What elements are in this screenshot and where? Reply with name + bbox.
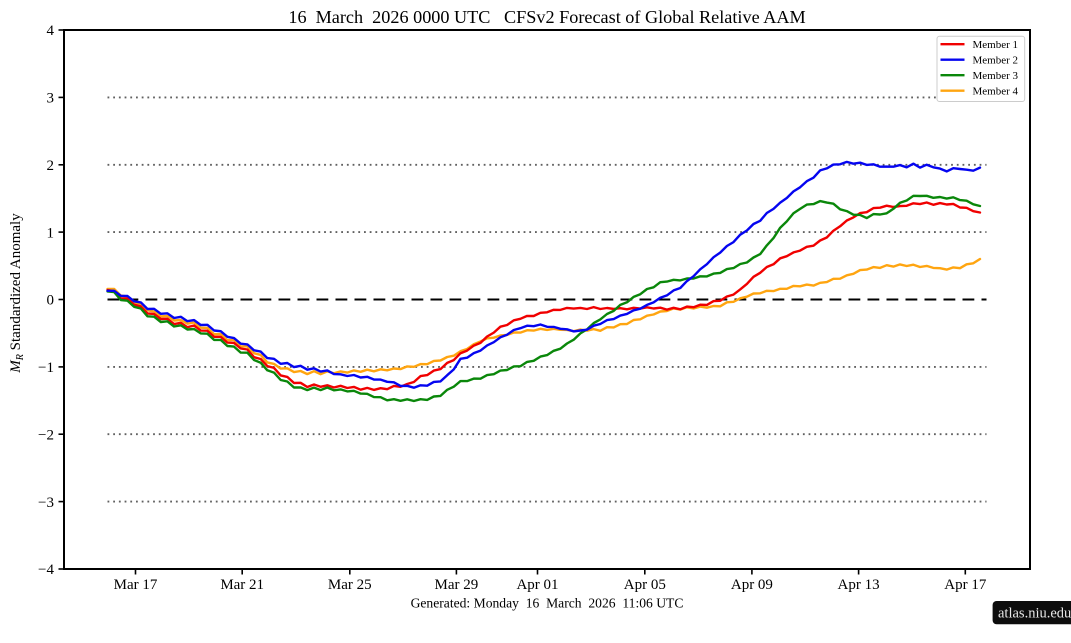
svg-text:Apr 09: Apr 09 bbox=[731, 577, 773, 593]
svg-text:1: 1 bbox=[47, 225, 55, 241]
svg-text:3: 3 bbox=[47, 91, 55, 107]
svg-text:Mar 25: Mar 25 bbox=[328, 577, 372, 593]
svg-text:Mar 17: Mar 17 bbox=[114, 577, 158, 593]
svg-text:Member 2: Member 2 bbox=[973, 55, 1019, 67]
svg-text:Member 4: Member 4 bbox=[973, 86, 1019, 98]
svg-text:16 March 2026 0000 UTC CFS: 16 March 2026 0000 UTC CFSv2 Forecast of… bbox=[288, 7, 805, 27]
svg-text:Apr 05: Apr 05 bbox=[624, 577, 666, 593]
svg-text:−2: −2 bbox=[38, 427, 54, 443]
svg-text:Apr 17: Apr 17 bbox=[944, 577, 987, 593]
svg-text:−4: −4 bbox=[38, 562, 54, 578]
svg-text:atlas.niu.edu: atlas.niu.edu bbox=[998, 606, 1071, 622]
svg-text:−1: −1 bbox=[38, 360, 54, 376]
svg-text:Apr 13: Apr 13 bbox=[838, 577, 880, 593]
svg-text:MR Standardized Anomaly: MR Standardized Anomaly bbox=[8, 213, 26, 374]
svg-text:0: 0 bbox=[47, 293, 55, 309]
svg-text:Member 3: Member 3 bbox=[973, 70, 1019, 82]
svg-text:−3: −3 bbox=[38, 495, 54, 511]
svg-text:2: 2 bbox=[47, 158, 55, 174]
svg-text:Apr 01: Apr 01 bbox=[516, 577, 558, 593]
svg-text:Mar 21: Mar 21 bbox=[220, 577, 264, 593]
svg-text:Mar 29: Mar 29 bbox=[435, 577, 479, 593]
svg-text:4: 4 bbox=[47, 23, 55, 39]
svg-text:Generated: Monday 16 March: Generated: Monday 16 March 2026 11:06 UT… bbox=[411, 596, 684, 611]
svg-text:Member 1: Member 1 bbox=[973, 39, 1019, 51]
